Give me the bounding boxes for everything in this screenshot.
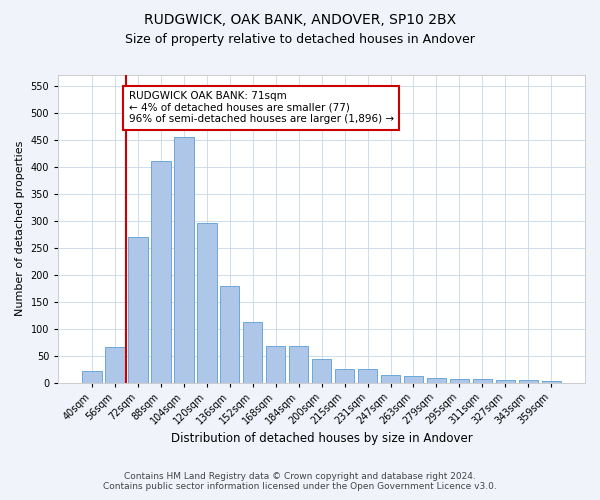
Bar <box>449 380 469 382</box>
Bar <box>243 322 262 382</box>
Bar <box>197 224 217 382</box>
Bar <box>289 346 308 383</box>
Bar <box>404 376 423 382</box>
Bar <box>381 375 400 382</box>
Bar <box>266 346 286 383</box>
Bar <box>174 137 194 382</box>
Text: Size of property relative to detached houses in Andover: Size of property relative to detached ho… <box>125 32 475 46</box>
Bar <box>220 286 239 382</box>
Bar <box>427 378 446 382</box>
Bar <box>335 369 355 382</box>
Bar <box>496 380 515 382</box>
Text: Contains HM Land Registry data © Crown copyright and database right 2024.: Contains HM Land Registry data © Crown c… <box>124 472 476 481</box>
Text: RUDGWICK OAK BANK: 71sqm
← 4% of detached houses are smaller (77)
96% of semi-de: RUDGWICK OAK BANK: 71sqm ← 4% of detache… <box>128 91 394 124</box>
X-axis label: Distribution of detached houses by size in Andover: Distribution of detached houses by size … <box>171 432 472 445</box>
Y-axis label: Number of detached properties: Number of detached properties <box>15 141 25 316</box>
Text: Contains public sector information licensed under the Open Government Licence v3: Contains public sector information licen… <box>103 482 497 491</box>
Text: RUDGWICK, OAK BANK, ANDOVER, SP10 2BX: RUDGWICK, OAK BANK, ANDOVER, SP10 2BX <box>144 12 456 26</box>
Bar <box>151 162 170 382</box>
Bar <box>82 370 101 382</box>
Bar <box>542 381 561 382</box>
Bar <box>105 348 125 382</box>
Bar <box>358 369 377 382</box>
Bar <box>473 380 492 382</box>
Bar <box>312 359 331 382</box>
Bar <box>518 380 538 382</box>
Bar <box>128 237 148 382</box>
